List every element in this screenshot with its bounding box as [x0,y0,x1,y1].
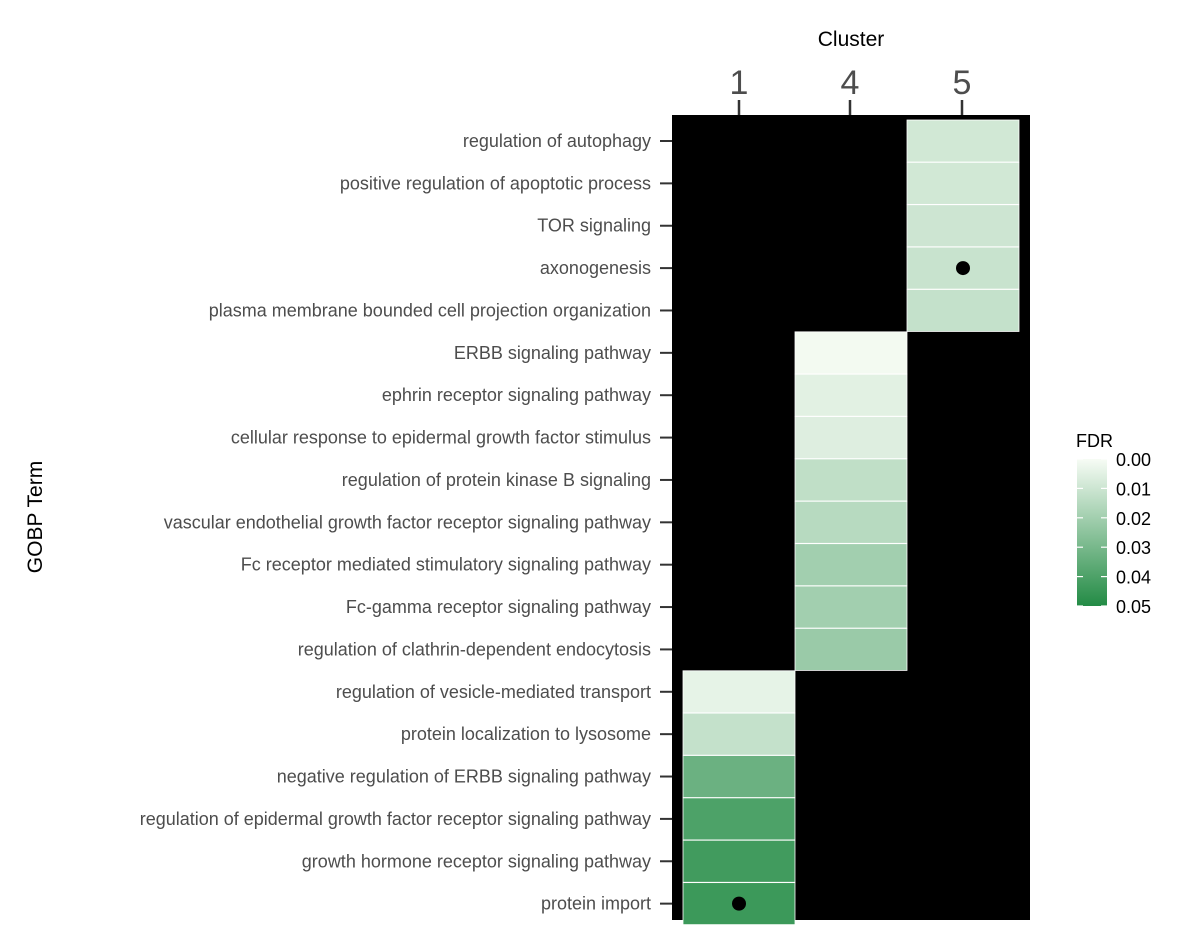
y-tick-label: protein import [541,894,651,914]
heatmap-cell [794,416,908,459]
x-tick-label: 4 [841,64,860,102]
heatmap-cell [906,161,1020,205]
legend-colorbar [1077,459,1107,606]
heatmap-panel [672,115,1030,926]
y-tick-label: regulation of vesicle-mediated transport [336,682,651,702]
y-tick-label: ERBB signaling pathway [454,343,651,363]
significance-dot [956,261,970,276]
y-tick-label: positive regulation of apoptotic process [340,173,651,193]
legend-label: 0.00 [1116,450,1151,470]
legend-label: 0.04 [1116,568,1151,588]
y-tick-label: regulation of clathrin-dependent endocyt… [298,639,651,659]
y-tick-label: regulation of autophagy [463,131,651,151]
y-tick-label: TOR signaling [537,216,651,236]
significance-dot [732,896,746,911]
heatmap-cell [906,119,1020,163]
x-tick-label: 1 [730,64,749,102]
y-axis: regulation of autophagy positive regulati… [140,131,672,914]
heatmap-cell [682,755,796,798]
y-tick-label: growth hormone receptor signaling pathwa… [302,851,651,871]
heatmap-cell [682,712,796,756]
y-tick-label: Fc-gamma receptor signaling pathway [346,597,651,617]
heatmap-cell [794,331,908,375]
x-tick-label: 5 [953,64,972,102]
y-tick-label: plasma membrane bounded cell projection … [209,300,651,320]
y-axis-title: GOBP Term [24,461,47,573]
y-tick-label: vascular endothelial growth factor recep… [164,512,651,532]
heatmap-cell [794,543,908,587]
fdr-legend: FDR 0.00 0.01 0.02 0.03 0.04 0.05 [1076,431,1151,617]
heatmap-cell [794,373,908,417]
heatmap-cell [794,628,908,671]
heatmap-cell [906,289,1020,332]
heatmap-cell [682,670,796,714]
heatmap-cell [682,839,796,883]
legend-label: 0.02 [1116,509,1151,529]
x-axis: 1 4 5 [730,64,972,115]
y-tick-label: Fc receptor mediated stimulatory signali… [241,555,651,575]
legend-label: 0.03 [1116,538,1151,558]
y-tick-label: protein localization to lysosome [401,724,651,744]
legend-title: FDR [1076,431,1113,451]
heatmap-cell [794,500,908,544]
heatmap-cell [906,204,1020,248]
y-tick-label: regulation of epidermal growth factor re… [140,809,651,829]
y-tick-label: axonogenesis [540,258,651,278]
heatmap-cell [682,797,796,841]
legend-label: 0.01 [1116,479,1151,499]
heatmap-cell [794,458,908,502]
x-axis-title: Cluster [818,28,885,51]
y-tick-label: negative regulation of ERBB signaling pa… [277,767,651,787]
legend-label: 0.05 [1116,597,1151,617]
heatmap-cell [794,585,908,629]
y-tick-label: cellular response to epidermal growth fa… [231,428,651,448]
y-tick-label: ephrin receptor signaling pathway [382,385,651,405]
y-tick-label: regulation of protein kinase B signaling [342,470,651,490]
